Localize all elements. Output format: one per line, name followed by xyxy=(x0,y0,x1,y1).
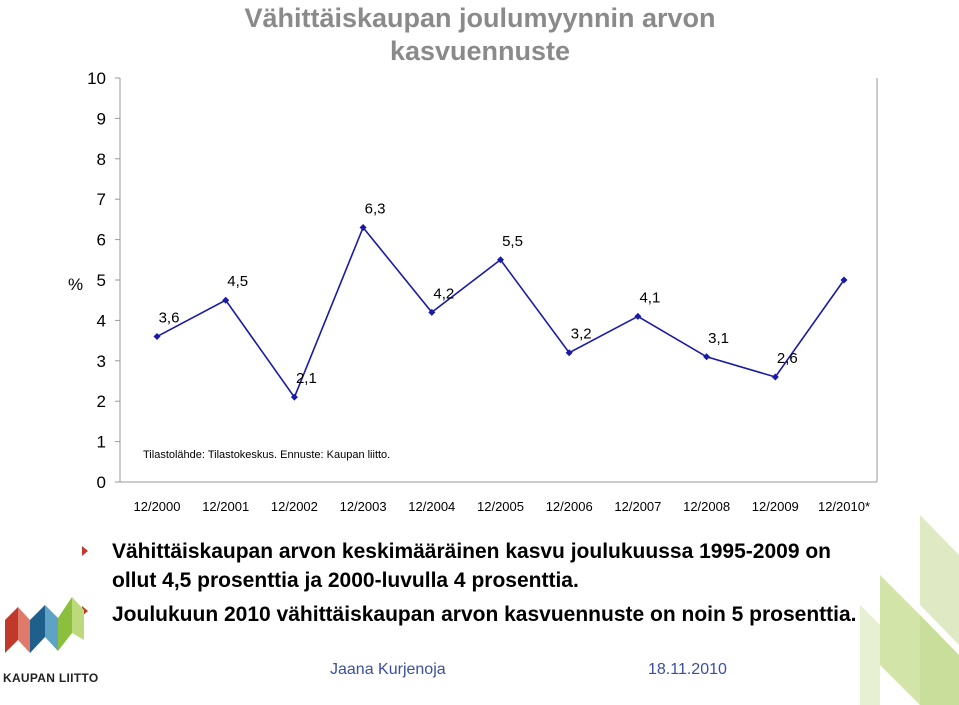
data-point xyxy=(428,308,436,316)
y-tick-label: 8 xyxy=(97,150,106,169)
x-tick-label: 12/2005 xyxy=(477,499,524,514)
data-point xyxy=(565,349,573,357)
x-tick-label: 12/2009 xyxy=(752,499,799,514)
x-tick-label: 12/2007 xyxy=(614,499,661,514)
data-label: 3,2 xyxy=(571,326,592,343)
x-tick-label: 12/2006 xyxy=(546,499,593,514)
kaupan-liitto-logo-icon xyxy=(5,597,84,653)
title-line-2: kasvuennuste xyxy=(389,36,571,66)
x-tick-label: 12/2010* xyxy=(818,499,870,514)
data-point xyxy=(290,393,298,401)
y-tick-label: 2 xyxy=(97,392,106,411)
bullet-marker-1 xyxy=(82,546,88,556)
line-chart: 0 1 2 3 4 5 6 7 8 9 10 % Tilastolähde: Tilastokesk… xyxy=(68,69,878,514)
data-point xyxy=(497,256,504,264)
decorative-triangles xyxy=(860,515,959,705)
bullet-marker-2 xyxy=(82,606,88,616)
data-label: 2,1 xyxy=(296,370,317,387)
data-label: 4,1 xyxy=(639,289,660,306)
y-tick-label: 6 xyxy=(97,231,106,250)
y-tick-label: 7 xyxy=(97,190,106,209)
data-label: 4,2 xyxy=(433,285,454,302)
data-point xyxy=(634,312,642,320)
y-tick-label: 9 xyxy=(97,109,106,128)
title-line-1: Vähittäiskaupan joulumyynnin arvon xyxy=(244,3,716,33)
y-tick-label: 5 xyxy=(97,271,106,290)
data-point xyxy=(222,296,230,304)
x-tick-label: 12/2004 xyxy=(408,499,455,514)
footer-author: Jaana Kurjenoja xyxy=(330,661,446,678)
footer-date: 18.11.2010 xyxy=(648,661,727,678)
data-label: 5,5 xyxy=(502,233,523,250)
data-label: 6,3 xyxy=(365,200,386,217)
x-tick-label: 12/2002 xyxy=(271,499,318,514)
source-note: Tilastolähde: Tilastokeskus. Ennuste: Ka… xyxy=(143,449,390,461)
page-title: Vähittäiskaupan joulumyynnin arvon kasvu… xyxy=(150,2,810,68)
y-axis-label: % xyxy=(68,275,83,294)
data-label: 3,1 xyxy=(708,330,729,347)
y-tick-label: 1 xyxy=(97,433,106,452)
y-tick-label: 0 xyxy=(97,473,106,492)
bullet-text-2: Joulukuun 2010 vähittäiskaupan arvon kas… xyxy=(112,603,857,626)
x-tick-label: 12/2001 xyxy=(202,499,249,514)
data-points xyxy=(153,223,848,401)
data-point xyxy=(359,223,367,231)
x-tick-label: 12/2008 xyxy=(683,499,730,514)
x-tick-label: 12/2003 xyxy=(340,499,387,514)
data-label: 2,6 xyxy=(777,350,798,367)
y-ticks: 0 1 2 3 4 5 6 7 8 9 10 xyxy=(87,69,120,492)
data-point xyxy=(703,353,711,361)
data-point xyxy=(771,373,779,381)
data-labels: 3,6 4,5 2,1 6,3 4,2 5,5 3,2 4,1 3,1 2,6 xyxy=(159,200,798,387)
logo-text: KAUPAN LIITTO xyxy=(3,671,99,685)
y-tick-label: 10 xyxy=(87,69,106,88)
data-point xyxy=(153,333,161,341)
series-line xyxy=(156,225,845,399)
data-label: 4,5 xyxy=(227,273,248,290)
data-point xyxy=(840,276,848,284)
x-tick-labels: 12/2000 12/2001 12/2002 12/2003 12/2004 12/20… xyxy=(134,499,871,514)
y-tick-label: 4 xyxy=(97,311,106,330)
data-label: 3,6 xyxy=(159,310,180,327)
x-tick-label: 12/2000 xyxy=(134,499,181,514)
bullet-text-1: Vähittäiskaupan arvon keskimääräinen kas… xyxy=(112,540,831,592)
y-tick-label: 3 xyxy=(97,352,106,371)
